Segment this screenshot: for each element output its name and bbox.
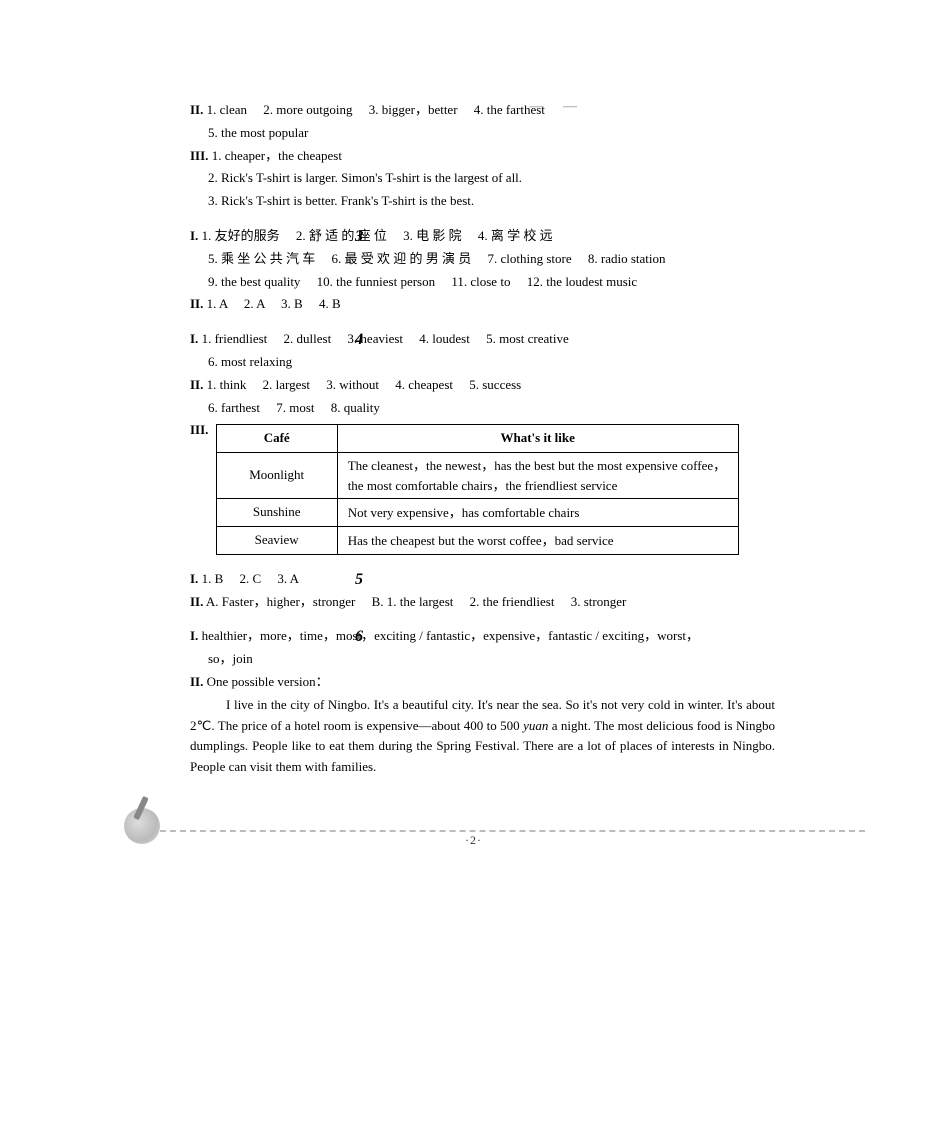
cell-desc-2: Has the cheapest but the worst coffee，ba…: [337, 526, 738, 554]
line-iii: III. 1. cheaper，the cheapest: [190, 146, 775, 167]
s6-i-row1: I. healthier，more，time，most，exciting / f…: [190, 626, 775, 647]
label-III: III.: [190, 148, 208, 163]
s4-i-row1: I. 1. friendliest 2. dullest 3. heaviest…: [190, 329, 775, 350]
s3-I-label: I.: [190, 228, 198, 243]
s6-I-label: I.: [190, 628, 198, 643]
s6-i-row2: so，join: [190, 649, 775, 670]
section-6: 6 I. healthier，more，time，most，exciting /…: [190, 626, 775, 778]
s6-ii-heading: II. One possible version：: [190, 672, 775, 693]
cell-cafe-0: Moonlight: [216, 453, 337, 499]
dashed-rule: [140, 830, 865, 832]
s3-ii: II. 1. A 2. A 3. B 4. B: [190, 294, 775, 315]
label-II: II.: [190, 102, 203, 117]
iii-2: 2. Rick's T-shirt is larger. Simon's T-s…: [190, 168, 775, 189]
section-number-3: 3: [355, 224, 363, 250]
s5-II-label: II.: [190, 594, 203, 609]
s5-ii-row: A. Faster，higher，stronger B. 1. the larg…: [206, 594, 626, 609]
section-number-4: 4: [355, 327, 363, 353]
s4-I-label: I.: [190, 331, 198, 346]
s4-ii-row2: 6. farthest 7. most 8. quality: [190, 398, 775, 419]
ii-items-2: 5. the most popular: [190, 123, 775, 144]
section-number-6: 6: [355, 624, 363, 650]
s5-i-row: 1. B 2. C 3. A: [202, 571, 300, 586]
cell-desc-1: Not very expensive，has comfortable chair…: [337, 499, 738, 527]
cell-cafe-2: Seaview: [216, 526, 337, 554]
content-area: II. 1. clean 2. more outgoing 3. bigger，…: [190, 100, 775, 778]
s4-i-row2: 6. most relaxing: [190, 352, 775, 373]
footer-mark: · 2 ·: [465, 831, 480, 850]
decorative-blob: [124, 808, 160, 844]
page: — — II. 1. clean 2. more outgoing 3. big…: [0, 0, 945, 1122]
section-3: 3 I. 1. 友好的服务 2. 舒 适 的 座 位 3. 电 影 院 4. 离…: [190, 226, 775, 315]
cell-desc-0: The cleanest，the newest，has the best but…: [337, 453, 738, 499]
s5-i: I. 1. B 2. C 3. A: [190, 569, 775, 590]
italic-yuan: yuan: [523, 718, 548, 733]
cafe-table: Café What's it like Moonlight The cleane…: [216, 424, 739, 554]
col-cafe: Café: [216, 425, 337, 453]
iii-1: 1. cheaper，the cheapest: [212, 148, 342, 163]
table-row: Moonlight The cleanest，the newest，has th…: [216, 453, 738, 499]
s3-II-label: II.: [190, 296, 203, 311]
iii-3: 3. Rick's T-shirt is better. Frank's T-s…: [190, 191, 775, 212]
table-row: Seaview Has the cheapest but the worst c…: [216, 526, 738, 554]
s4-II-label: II.: [190, 377, 203, 392]
section-number-5: 5: [355, 567, 363, 593]
s3-i-text1: 1. 友好的服务 2. 舒 适 的 座 位 3. 电 影 院 4. 离 学 校 …: [202, 228, 553, 243]
s6-i-text1: healthier，more，time，most，exciting / fant…: [202, 628, 700, 643]
s6-ii-heading-text: One possible version：: [207, 674, 329, 689]
s5-I-label: I.: [190, 571, 198, 586]
s5-ii: II. A. Faster，higher，stronger B. 1. the …: [190, 592, 775, 613]
s4-ii-row1: II. 1. think 2. largest 3. without 4. ch…: [190, 375, 775, 396]
section-5: 5 I. 1. B 2. C 3. A II. A. Faster，higher…: [190, 569, 775, 613]
table-row: Sunshine Not very expensive，has comforta…: [216, 499, 738, 527]
table-header-row: Café What's it like: [216, 425, 738, 453]
col-desc: What's it like: [337, 425, 738, 453]
s3-i-row2: 5. 乘 坐 公 共 汽 车 6. 最 受 欢 迎 的 男 演 员 7. clo…: [190, 249, 775, 270]
block-continuation: II. 1. clean 2. more outgoing 3. bigger，…: [190, 100, 775, 212]
s3-ii-row: 1. A 2. A 3. B 4. B: [207, 296, 341, 311]
s4-III-label: III.: [190, 420, 208, 441]
section-4: 4 I. 1. friendliest 2. dullest 3. heavie…: [190, 329, 775, 555]
s6-essay: I live in the city of Ningbo. It's a bea…: [190, 695, 775, 778]
ii-items: 1. clean 2. more outgoing 3. bigger，bett…: [207, 102, 545, 117]
s4-ii-text1: 1. think 2. largest 3. without 4. cheape…: [207, 377, 522, 392]
s6-II-label: II.: [190, 674, 203, 689]
s3-i-row3: 9. the best quality 10. the funniest per…: [190, 272, 775, 293]
s4-i-text1: 1. friendliest 2. dullest 3. heaviest 4.…: [202, 331, 569, 346]
s4-iii: III. Café What's it like Moonlight The c…: [190, 420, 775, 554]
line-ii: II. 1. clean 2. more outgoing 3. bigger，…: [190, 100, 775, 121]
cell-cafe-1: Sunshine: [216, 499, 337, 527]
s3-i-row1: I. 1. 友好的服务 2. 舒 适 的 座 位 3. 电 影 院 4. 离 学…: [190, 226, 775, 247]
